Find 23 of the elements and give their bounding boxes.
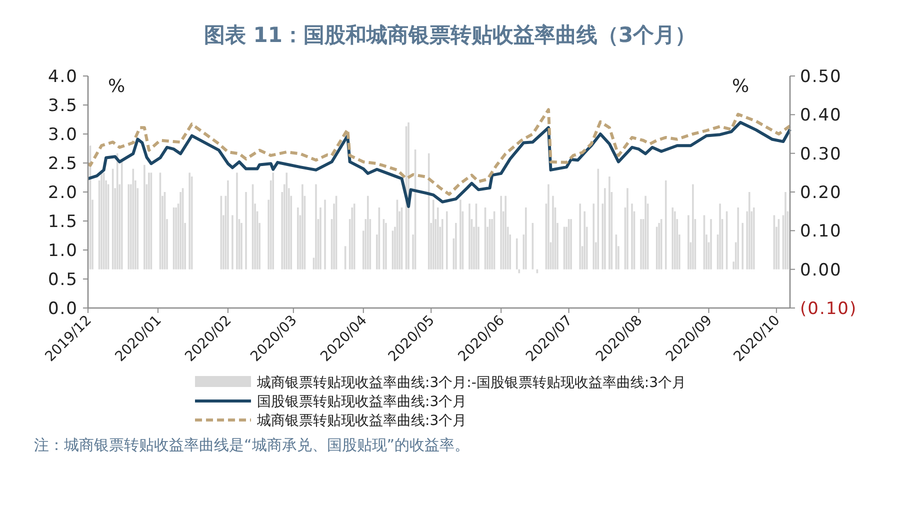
y-tick-label: 3.5 bbox=[48, 96, 78, 116]
y2-tick-label: 0.30 bbox=[800, 144, 842, 164]
legend-label: 国股银票转贴现收益率曲线:3个月 bbox=[257, 394, 467, 410]
y2-axis-title: % bbox=[732, 76, 750, 97]
y-tick-label: 2.0 bbox=[48, 183, 78, 203]
y2-tick-label: 0.00 bbox=[800, 260, 842, 280]
y-tick-label: 4.0 bbox=[48, 67, 78, 87]
y2-tick-label: (0.10) bbox=[800, 299, 858, 319]
y-tick-label: 2.5 bbox=[48, 154, 78, 174]
y-axis-title: % bbox=[108, 76, 126, 97]
chart-title: 图表 11：国股和城商银票转贴收益率曲线（3个月） bbox=[204, 23, 696, 47]
y2-tick-label: 0.10 bbox=[800, 222, 842, 242]
y-tick-label: 3.0 bbox=[48, 125, 78, 145]
y-tick-label: 0.5 bbox=[48, 270, 78, 290]
y2-tick-label: 0.20 bbox=[800, 183, 842, 203]
y2-tick-label: 0.50 bbox=[800, 67, 842, 87]
y2-tick-label: 0.40 bbox=[800, 106, 842, 126]
y-tick-label: 0.0 bbox=[48, 299, 78, 319]
text: 注：城商银票转贴收益率曲线是“城商承兑、国股贴现”的收益率。 bbox=[34, 436, 470, 454]
y-tick-label: 1.0 bbox=[48, 241, 78, 261]
legend-label: 城商银票转贴现收益率曲线:3个月:-国股银票转贴现收益率曲线:3个月 bbox=[256, 375, 686, 391]
legend-label: 城商银票转贴现收益率曲线:3个月 bbox=[256, 413, 467, 429]
y-tick-label: 1.5 bbox=[48, 212, 78, 232]
